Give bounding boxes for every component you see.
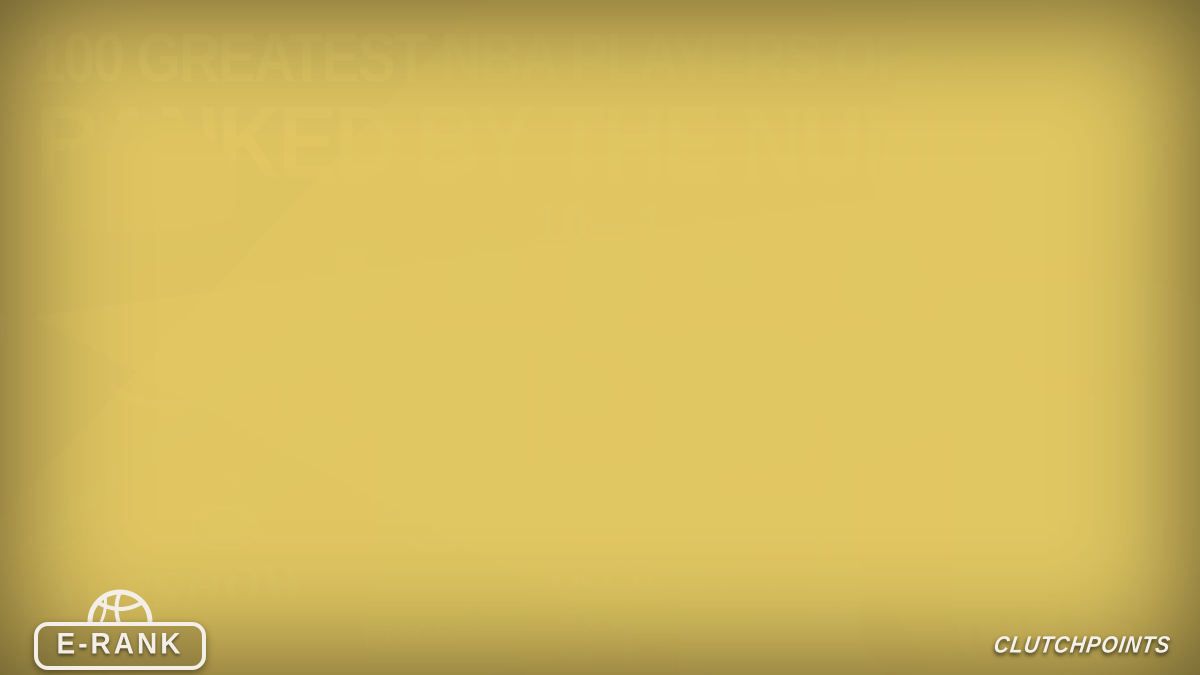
jersey-collar xyxy=(86,290,252,410)
jersey-trim xyxy=(0,312,8,462)
nba-logo-patch xyxy=(816,543,829,567)
goggles-icon xyxy=(853,270,913,294)
erank-badge: E-RANK xyxy=(34,589,206,670)
player-shouting-mouth xyxy=(770,465,798,485)
jersey-wordmark: LTICS xyxy=(359,619,457,656)
sponsor-patch-bibigo: bibigo xyxy=(192,506,258,550)
player-jersey: LTICS xyxy=(350,496,524,675)
nba-logo-patch xyxy=(1156,530,1169,554)
nba-logo-patch xyxy=(665,597,678,621)
jersey-collar xyxy=(994,280,1164,390)
player-jersey: KERS xyxy=(678,499,886,675)
jersey-wordmark: KERS xyxy=(705,555,812,598)
player-lebron-james: bibigo 44 LAKESHOW 23 xyxy=(0,108,373,675)
clutchpoints-watermark: CLUTCHPOINTS xyxy=(991,632,1172,659)
nike-swoosh-icon xyxy=(30,530,88,552)
jersey-collar xyxy=(529,451,669,547)
jersey-collar-tag: 44 xyxy=(227,473,242,487)
player-larry-bird: LTICS xyxy=(350,394,524,675)
nba-logo-patch xyxy=(468,604,481,628)
jersey-collar xyxy=(394,488,480,552)
erank-label: E-RANK xyxy=(56,627,184,660)
player-head xyxy=(990,98,1158,290)
arm-tattoo xyxy=(292,368,352,508)
player-kobe-bryant: KERS xyxy=(678,403,886,675)
player-hair xyxy=(388,394,486,434)
basketball-icon xyxy=(87,589,153,626)
player-michael-jordan: BULLS xyxy=(860,98,1200,675)
